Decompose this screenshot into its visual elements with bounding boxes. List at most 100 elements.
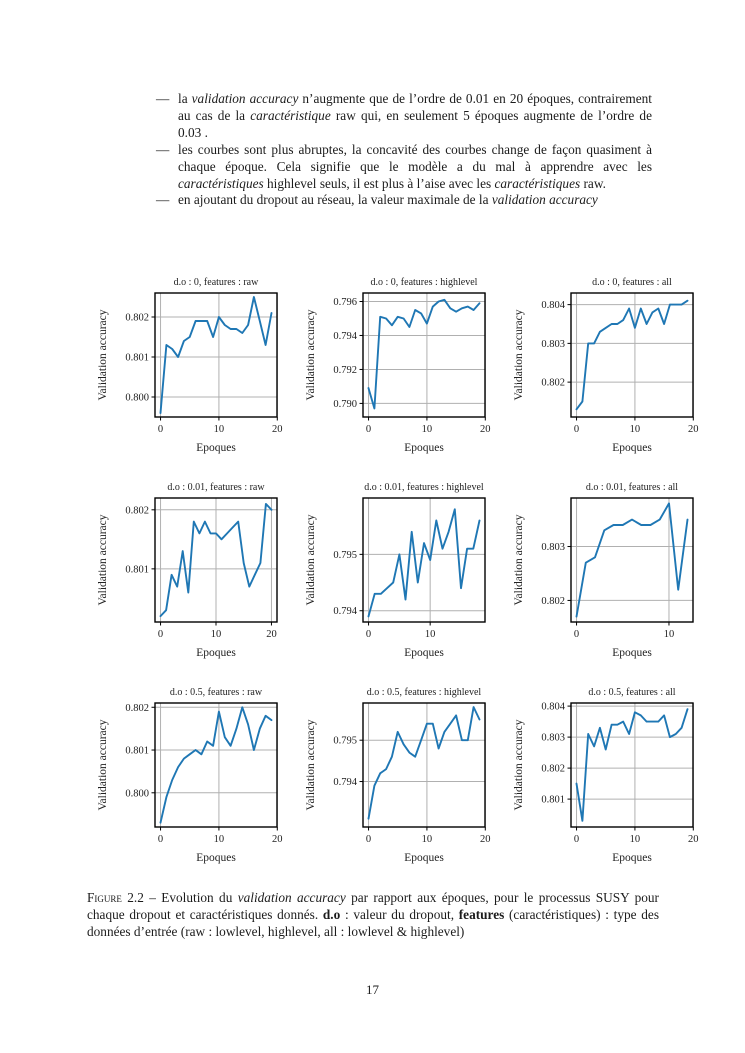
y-axis-label: Validation accuracy [513,719,525,810]
y-axis-label: Validation accuracy [305,514,317,605]
bullet-text: en ajoutant du dropout au réseau, la val… [178,192,598,208]
bullet-text: la validation accuracy n’augmente que de… [178,91,652,140]
x-axis-label: Epoques [404,852,444,864]
accuracy-line [159,296,273,414]
line-chart-svg: 0 10 20 0.800 0.801 0.802 d.o : 0.5, features … [97,687,283,864]
x-tick-label: 20 [272,424,283,435]
x-tick-label: 10 [422,424,433,435]
x-tick-label: 10 [425,629,436,640]
y-tick-label: 0.792 [333,365,357,376]
x-tick-label: 10 [214,424,225,435]
accuracy-line [575,502,689,618]
x-tick-label: 0 [366,834,371,845]
chart-title: d.o : 0.01, features : raw [167,482,265,493]
x-tick-label: 0 [574,834,579,845]
plot-frame [570,497,694,623]
x-axis-label: Epoques [196,442,236,454]
x-tick-label: 20 [266,629,277,640]
x-tick-label: 20 [688,834,699,845]
x-axis-label: Epoques [612,852,652,864]
accuracy-line [367,508,481,618]
y-tick-label: 0.790 [333,399,357,410]
chart-do001-highlevel: 0 10 0.794 0.795 d.o : 0.01, features : high… [301,471,506,663]
y-tick-label: 0.802 [125,313,149,324]
y-tick-label: 0.802 [541,764,565,775]
plot-frame [362,702,486,828]
plot-frame [362,292,486,418]
y-tick-label: 0.801 [125,564,149,575]
plot-frame [570,292,694,418]
accuracy-line [575,299,689,411]
x-axis-label: Epoques [612,647,652,659]
y-tick-label: 0.795 [333,550,357,561]
x-tick-label: 0 [158,424,163,435]
chart-title: d.o : 0.01, features : highlevel [364,482,484,493]
line-chart-svg: 0 10 0.802 0.803 d.o : 0.01, features : all E… [513,482,694,659]
y-tick-label: 0.802 [125,703,149,714]
plot-frame [154,702,278,828]
x-tick-label: 10 [630,834,641,845]
x-tick-label: 0 [574,424,579,435]
x-tick-label: 10 [211,629,222,640]
bullet-text: les courbes sont plus abruptes, la conca… [178,141,652,191]
accuracy-line [367,298,481,410]
line-chart-svg: 0 10 0.794 0.795 d.o : 0.01, features : high… [305,482,486,659]
y-axis-label: Validation accuracy [513,514,525,605]
plot-frame [362,497,486,623]
line-chart-svg: 0 10 20 0.790 0.792 0.794 0.796 d.o : 0, featur… [305,277,491,454]
plot-frame [154,292,278,418]
chart-do05-raw: 0 10 20 0.800 0.801 0.802 d.o : 0.5, features … [93,676,298,868]
x-tick-label: 20 [480,834,491,845]
bullet-marker: — [156,141,170,157]
chart-do0-all: 0 10 20 0.802 0.803 0.804 d.o : 0, features : … [509,266,714,458]
x-axis-label: Epoques [196,647,236,659]
x-tick-label: 0 [366,424,371,435]
x-tick-label: 20 [480,424,491,435]
plot-frame [570,702,694,828]
y-tick-label: 0.802 [541,596,565,607]
x-tick-label: 10 [214,834,225,845]
accuracy-line [159,706,273,824]
chart-do0-highlevel: 0 10 20 0.790 0.792 0.794 0.796 d.o : 0, featur… [301,266,506,458]
accuracy-line [575,708,689,822]
chart-title: d.o : 0, features : highlevel [371,277,478,288]
y-tick-label: 0.802 [125,505,149,516]
y-tick-label: 0.801 [541,795,565,806]
chart-title: d.o : 0.5, features : raw [170,687,263,698]
chart-do05-all: 0 10 20 0.801 0.802 0.803 0.804 d.o : 0.5, feat… [509,676,714,868]
y-tick-label: 0.804 [541,300,565,311]
y-tick-label: 0.802 [541,378,565,389]
chart-title: d.o : 0.5, features : all [588,687,675,698]
line-chart-svg: 0 10 20 0.800 0.801 0.802 d.o : 0, features : … [97,277,283,454]
x-tick-label: 10 [664,629,675,640]
x-axis-label: Epoques [612,442,652,454]
y-tick-label: 0.804 [541,702,565,713]
y-axis-label: Validation accuracy [305,719,317,810]
line-chart-svg: 0 10 20 0.801 0.802 d.o : 0.01, features : ra… [97,482,278,659]
y-tick-label: 0.794 [333,331,357,342]
y-axis-label: Validation accuracy [513,309,525,400]
page-number: 17 [366,982,379,997]
figure-2-2: 0 10 20 0.800 0.801 0.802 d.o : 0, features : … [93,266,714,868]
chart-do05-highlevel: 0 10 20 0.794 0.795 d.o : 0.5, features : hig… [301,676,506,868]
y-tick-label: 0.800 [125,393,149,404]
x-tick-label: 10 [630,424,641,435]
x-tick-label: 10 [422,834,433,845]
x-tick-label: 0 [574,629,579,640]
y-axis-label: Validation accuracy [305,309,317,400]
y-tick-label: 0.803 [541,542,565,553]
chart-title: d.o : 0, features : raw [174,277,259,288]
bullet-list: — la validation accuracy n’augmente que … [156,91,652,209]
y-tick-label: 0.796 [333,297,357,308]
x-tick-label: 0 [158,834,163,845]
chart-do0-raw: 0 10 20 0.800 0.801 0.802 d.o : 0, features : … [93,266,298,458]
chart-title: d.o : 0.01, features : all [586,482,678,493]
y-tick-label: 0.801 [125,353,149,364]
y-axis-label: Validation accuracy [97,719,109,810]
chart-do001-all: 0 10 0.802 0.803 d.o : 0.01, features : all E… [509,471,714,663]
bullet-marker: — [156,91,170,106]
y-tick-label: 0.801 [125,746,149,757]
chart-do001-raw: 0 10 20 0.801 0.802 d.o : 0.01, features : ra… [93,471,298,663]
y-tick-label: 0.803 [541,733,565,744]
bullet-marker: — [156,192,170,208]
